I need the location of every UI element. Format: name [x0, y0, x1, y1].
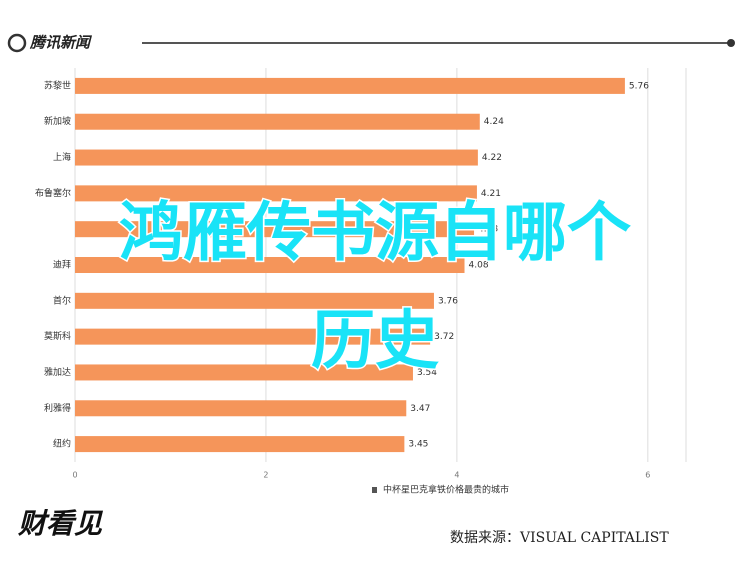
value-label: 3.76	[438, 296, 458, 306]
value-label: 3.54	[417, 368, 437, 378]
bar	[75, 436, 405, 453]
y-tick-label: 上海	[53, 151, 71, 163]
overlay-line2: 历史	[311, 305, 439, 379]
x-axis-title: 中杯星巴克拿铁价格最贵的城市	[383, 484, 509, 496]
y-tick-label: 迪拜	[53, 259, 71, 271]
y-tick-label: 首尔	[53, 294, 71, 306]
y-tick-label: 纽约	[53, 438, 71, 450]
y-tick-label: 布鲁塞尔	[35, 187, 71, 199]
bar	[75, 113, 480, 130]
source: 数据来源：VISUAL CAPITALIST	[450, 530, 669, 546]
header-logo: 腾讯新闻	[29, 34, 93, 52]
x-tick-label: 0	[72, 471, 77, 480]
y-tick-label: 莫斯科	[44, 330, 71, 342]
y-tick-label: 苏黎世	[44, 79, 71, 91]
x-tick-label: 2	[263, 471, 268, 480]
x-tick-label: 4	[454, 471, 459, 480]
bar	[75, 257, 465, 273]
bar	[75, 185, 477, 202]
value-label: 3.45	[408, 440, 428, 450]
header-dot	[727, 39, 735, 47]
bar	[75, 400, 407, 417]
value-label: 4.24	[484, 117, 504, 127]
xlabel-icon	[372, 487, 377, 493]
y-tick-label: 雅加达	[44, 366, 71, 378]
bar	[75, 221, 475, 238]
plot: 0 2 4 6 苏黎世 5.76 新加坡 4.24 上海 4.22 布鲁塞尔 4.21 4.18 迪拜 4.…	[35, 68, 687, 480]
bar	[75, 292, 434, 309]
y-tick-label: 新加坡	[44, 115, 71, 127]
bar	[75, 77, 625, 94]
bar	[75, 328, 431, 345]
y-tick-label: 利雅得	[44, 402, 71, 414]
overlay-line1: 鸿雁传书源自哪个	[119, 197, 631, 271]
value-label: 4.22	[482, 153, 502, 163]
value-label: 4.18	[478, 225, 498, 235]
logo-icon	[7, 33, 27, 53]
value-label: 3.72	[434, 332, 454, 342]
bar	[75, 364, 413, 381]
value-label: 4.08	[469, 261, 489, 271]
value-label: 4.21	[481, 189, 501, 199]
x-tick-label: 6	[645, 471, 650, 480]
value-label: 3.47	[410, 404, 430, 414]
value-label: 5.76	[629, 81, 649, 91]
bar	[75, 149, 478, 166]
footer-logo: 财看见	[17, 507, 104, 540]
